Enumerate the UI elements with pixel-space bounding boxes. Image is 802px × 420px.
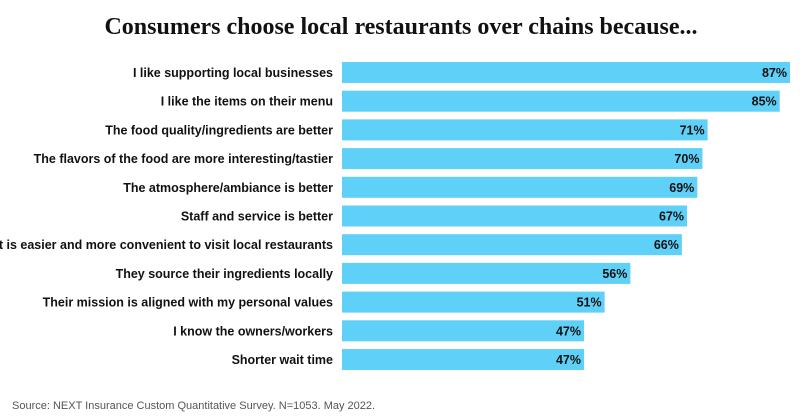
bar-8: [342, 262, 631, 284]
bar-6: [342, 205, 688, 227]
bar-1: [342, 62, 790, 83]
value-label-9: 51%: [577, 296, 602, 310]
value-label-4: 70%: [674, 152, 699, 166]
bar-5: [342, 176, 698, 198]
category-label-9: Their mission is aligned with my persona…: [43, 296, 333, 310]
category-label-5: The atmosphere/ambiance is better: [123, 181, 333, 195]
bar-2: [342, 90, 780, 112]
value-label-11: 47%: [556, 353, 581, 367]
value-label-8: 56%: [602, 267, 627, 281]
bar-chart: I like supporting local businesses 87% I l…: [0, 62, 790, 370]
value-label-10: 47%: [556, 324, 581, 338]
bar-4: [342, 148, 703, 170]
bar-9: [342, 291, 605, 313]
value-label-3: 71%: [680, 123, 705, 137]
category-label-6: Staff and service is better: [181, 210, 333, 224]
source-note: Source: NEXT Insurance Custom Quantitati…: [12, 400, 376, 412]
value-label-1: 87%: [762, 66, 787, 80]
category-label-3: The food quality/ingredients are better: [105, 123, 333, 137]
bar-11: [342, 349, 585, 370]
category-label-10: I know the owners/workers: [173, 324, 333, 338]
chart-title: Consumers choose local restaurants over …: [104, 14, 698, 40]
category-label-11: Shorter wait time: [232, 353, 333, 367]
category-label-8: They source their ingredients locally: [116, 267, 333, 281]
category-label-1: I like supporting local businesses: [133, 66, 333, 80]
bar-3: [342, 119, 708, 141]
category-label-2: I like the items on their menu: [161, 95, 333, 109]
bar-10: [342, 320, 585, 342]
value-label-6: 67%: [659, 210, 684, 224]
category-label-7: It is easier and more convenient to visi…: [0, 238, 333, 252]
value-label-7: 66%: [654, 238, 679, 252]
value-label-2: 85%: [752, 95, 777, 109]
category-label-4: The flavors of the food are more interes…: [34, 152, 334, 166]
bar-7: [342, 234, 682, 256]
value-label-5: 69%: [669, 181, 694, 195]
